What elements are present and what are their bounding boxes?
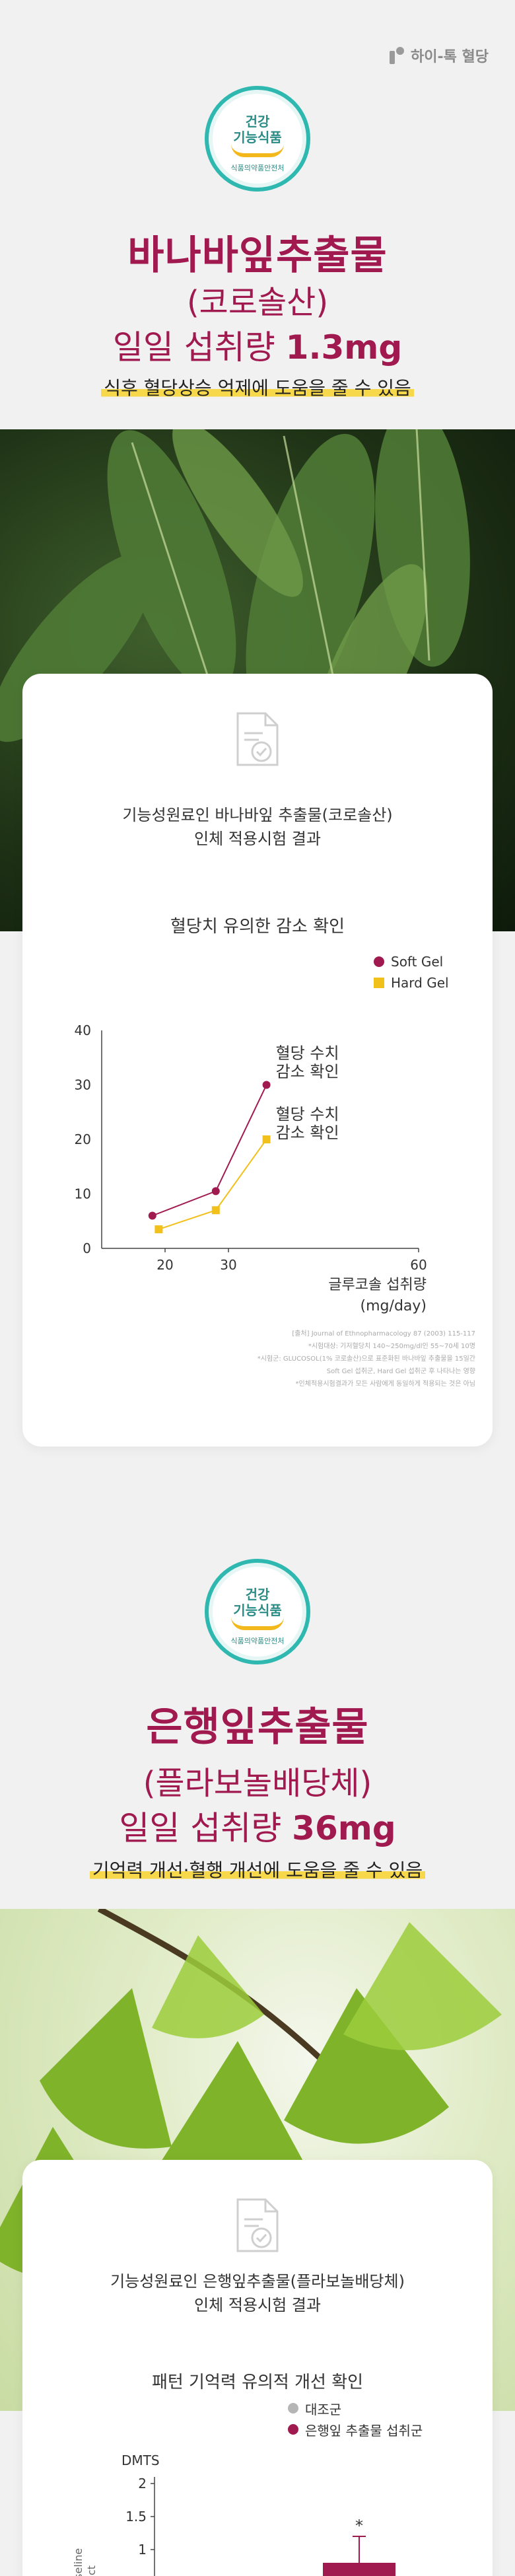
significance-mark: * [355, 2517, 363, 2535]
annotation-label-2: 혈당 수치 [276, 1105, 339, 1124]
series-line-2 [158, 1139, 267, 1231]
note-line: *인체적용시험결과가 모든 사람에게 동일하게 적용되는 것은 아님 [295, 1380, 475, 1388]
card-title-line1: 기능성원료인 은행잎추출물(플라보놀배당체) [110, 2272, 405, 2291]
annotation-label-1: 혈당 수치 [276, 1044, 339, 1063]
chart-legend: Soft Gel Hard Gel [374, 951, 449, 993]
y-tick-label: 1.5 [125, 2509, 147, 2524]
y-tick-label: 20 [75, 1131, 91, 1147]
badge-line2: 기능식품 [233, 129, 282, 145]
x-tick-label: 60 [410, 1257, 427, 1273]
dose-value: 36mg [292, 1809, 396, 1847]
health-food-badge-2: 건강 기능식품 식품의약품안전처 [205, 1559, 310, 1664]
chart-label: DMTS [121, 2452, 160, 2468]
source-notes: [출처] Journal of Ethnopharmacology 87 (20… [258, 1328, 475, 1390]
y-tick-label: 0 [83, 1240, 91, 1256]
chart-legend-2: 대조군 은행잎 추출물 섭취군 [288, 2398, 423, 2440]
legend-dot-icon [288, 2424, 298, 2435]
memory-bar-chart: DMTS 0.5 1 1.5 2 n baselinecorrect * [72, 2452, 395, 2576]
dose-prefix: 일일 섭취량 [119, 1809, 292, 1847]
legend-item-control: 대조군 [288, 2398, 423, 2419]
y-tick-label: 0.5 [125, 2575, 147, 2576]
data-point [148, 1211, 156, 1220]
ingredient-subtitle-2: (플라보놀배당체) [143, 1765, 372, 1802]
benefit-text-2: 기억력 개선·혈행 개선에 도움을 줄 수 있음 [0, 1856, 515, 1882]
bar-ginkgo [323, 2563, 395, 2576]
y-axis-label: n baseline [72, 2548, 85, 2576]
badge-line3: 식품의약품안전처 [230, 1637, 285, 1645]
note-line: [출처] Journal of Ethnopharmacology 87 (20… [292, 1330, 475, 1338]
y-tick-label: 1 [138, 2542, 147, 2558]
ingredient-subtitle: (코로솔산) [186, 284, 329, 321]
annotation-label-2: 감소 확인 [276, 1124, 339, 1142]
daily-dose-2: 일일 섭취량 36mg [0, 1802, 515, 1849]
x-axis-unit: 글루코솔 섭취량 (mg/day) [328, 1277, 427, 1314]
card-title-line2: 인체 적용시험 결과 [194, 830, 321, 848]
smile-icon [231, 144, 284, 157]
badge-line1: 건강 [245, 114, 270, 129]
y-axis-label: correct [85, 2565, 98, 2576]
legend-dot-icon [374, 956, 384, 967]
legend-item-ginkgo: 은행잎 추출물 섭취군 [288, 2419, 423, 2440]
data-point [262, 1081, 271, 1089]
card-title-line1: 기능성원료인 바나바잎 추출물(코로솔산) [122, 806, 393, 824]
chart-title: 혈당치 유의한 감소 확인 [170, 917, 345, 937]
y-tick-label: 10 [75, 1186, 91, 1202]
health-food-badge: 건강 기능식품 식품의약품안전처 [205, 86, 310, 192]
ingredient-title: 바나바잎추출물 [127, 233, 388, 279]
y-tick-label: 2 [138, 2476, 147, 2491]
dose-prefix: 일일 섭취량 [112, 328, 286, 367]
ingredient-title-2: 은행잎추출물 [146, 1704, 369, 1750]
brand-logo[interactable]: 하이-톡 혈당 [388, 45, 489, 66]
data-point [211, 1206, 220, 1215]
daily-dose: 일일 섭취량 1.3mg [0, 321, 515, 369]
y-tick-label: 40 [75, 1022, 91, 1038]
legend-item-hard-gel: Hard Gel [374, 972, 449, 993]
annotation-label-1: 감소 확인 [276, 1063, 339, 1081]
badge-line2: 기능식품 [233, 1602, 282, 1618]
legend-item-soft-gel: Soft Gel [374, 951, 449, 972]
legend-square-icon [374, 978, 384, 988]
data-point [211, 1187, 220, 1196]
brand-name: 하이-톡 혈당 [411, 49, 489, 65]
document-check-icon [236, 2198, 279, 2252]
hi-logo-icon [388, 46, 405, 65]
data-point [262, 1135, 271, 1143]
chart-title-2: 패턴 기억력 유의적 개선 확인 [151, 2373, 364, 2392]
dose-value: 1.3mg [285, 328, 403, 367]
badge-line3: 식품의약품안전처 [230, 164, 285, 172]
x-tick-label: 30 [220, 1257, 236, 1273]
document-check-icon [236, 712, 279, 766]
smile-icon [231, 1617, 284, 1630]
benefit-text: 식후 혈당상승 억제에 도움을 줄 수 있음 [0, 374, 515, 400]
series-line-1 [152, 1085, 267, 1217]
data-point [154, 1225, 163, 1234]
note-line: *시험군: GLUCOSOL(1% 코로솔산)으로 표준화된 바나바잎 추출물을… [257, 1355, 475, 1363]
clinical-result-card: 기능성원료인 바나바잎 추출물(코로솔산) 인체 적용시험 결과 혈당치 유의한… [22, 674, 493, 1447]
y-tick-label: 30 [75, 1077, 91, 1093]
x-tick-label: 20 [156, 1257, 173, 1273]
note-line: *시험대상: 기저혈당치 140~250mg/dl인 55~70세 10명 [308, 1343, 475, 1350]
note-line: Soft Gel 섭취군, Hard Gel 섭취군 후 나타나는 영향 [326, 1368, 475, 1375]
badge-line1: 건강 [245, 1587, 270, 1602]
card-title-line2: 인체 적용시험 결과 [194, 2296, 321, 2314]
clinical-result-card-2: 기능성원료인 은행잎추출물(플라보놀배당체) 인체 적용시험 결과 패턴 기억력… [22, 2160, 493, 2576]
legend-dot-icon [288, 2403, 298, 2414]
